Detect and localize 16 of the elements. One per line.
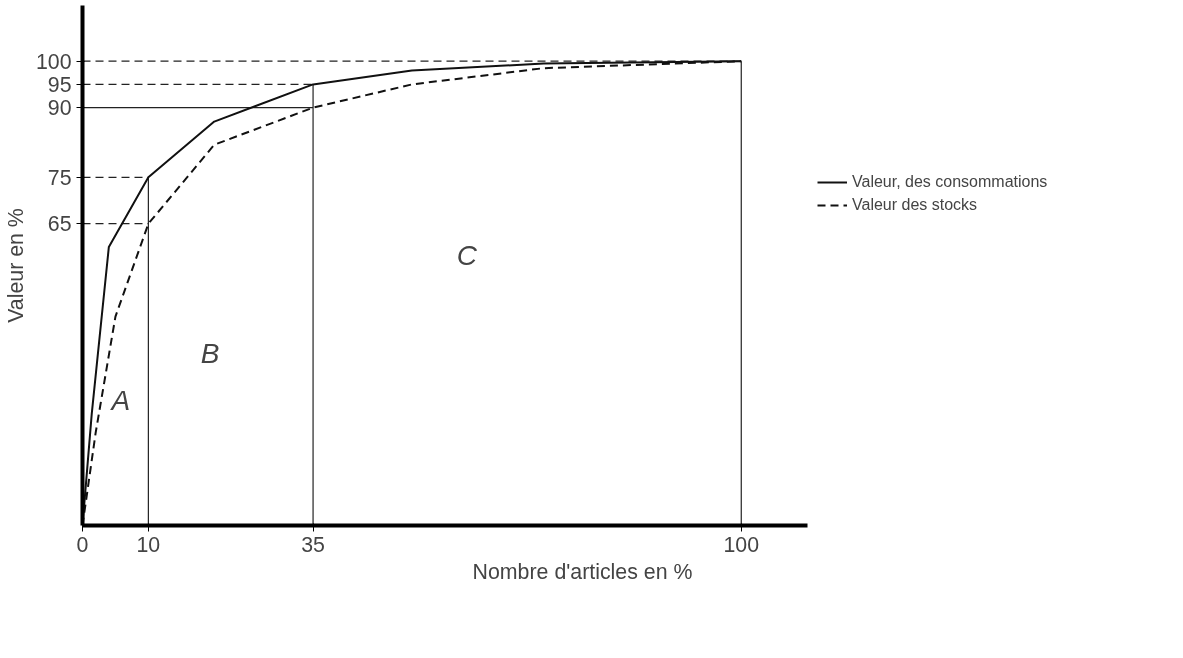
legend-label: Valeur des stocks	[852, 196, 978, 214]
y-tick-label: 95	[47, 72, 72, 97]
x-tick-label: 100	[723, 532, 760, 557]
x-tick-label: 10	[136, 532, 161, 557]
y-axis-title: Valeur en %	[3, 208, 28, 323]
x-axis-title: Nombre d'articles en %	[472, 559, 693, 584]
x-tick-label: 35	[301, 532, 325, 557]
y-tick-label: 90	[47, 96, 72, 121]
annotation: C	[456, 239, 478, 271]
annotation: A	[109, 385, 131, 417]
y-tick-label: 100	[35, 49, 72, 74]
y-tick-label: 65	[47, 212, 72, 237]
legend-label: Valeur, des consommations	[852, 173, 1048, 191]
x-tick-label: 0	[76, 532, 89, 557]
annotation: B	[200, 338, 220, 370]
y-tick-label: 75	[47, 165, 72, 190]
